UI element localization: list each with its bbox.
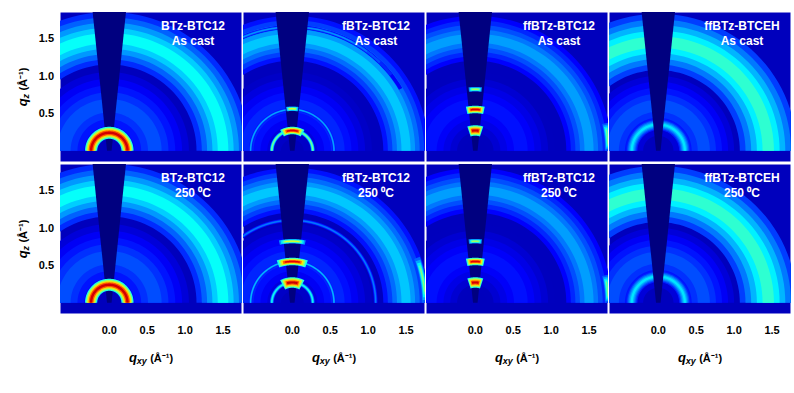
svg-text:250 ⁰C: 250 ⁰C: [358, 186, 394, 200]
svg-text:z: z: [20, 245, 31, 251]
svg-text:0.5: 0.5: [506, 324, 521, 336]
svg-text:xy: xy: [136, 355, 147, 366]
svg-text:1.5: 1.5: [764, 324, 779, 336]
svg-text:q: q: [678, 350, 686, 365]
svg-text:q: q: [15, 250, 30, 258]
svg-text:As cast: As cast: [172, 34, 215, 48]
svg-text:(Å⁻¹): (Å⁻¹): [17, 67, 29, 90]
svg-text:q: q: [495, 350, 503, 365]
svg-text:(Å⁻¹): (Å⁻¹): [17, 219, 29, 242]
svg-text:1.0: 1.0: [543, 324, 558, 336]
svg-text:0.0: 0.0: [285, 324, 300, 336]
svg-text:0.5: 0.5: [39, 107, 54, 119]
svg-text:BTz-BTC12: BTz-BTC12: [161, 171, 225, 185]
svg-text:As cast: As cast: [355, 34, 398, 48]
svg-text:fBTz-BTC12: fBTz-BTC12: [342, 19, 410, 33]
svg-text:1.5: 1.5: [398, 324, 413, 336]
svg-text:0.0: 0.0: [468, 324, 483, 336]
svg-text:0.0: 0.0: [102, 324, 117, 336]
svg-text:z: z: [20, 93, 31, 99]
svg-text:As cast: As cast: [538, 34, 581, 48]
svg-text:250 ⁰C: 250 ⁰C: [724, 186, 760, 200]
svg-text:1.0: 1.0: [39, 70, 54, 82]
svg-text:xy: xy: [319, 355, 330, 366]
svg-text:1.5: 1.5: [39, 184, 54, 196]
svg-text:(Å⁻¹): (Å⁻¹): [516, 352, 539, 364]
svg-text:As cast: As cast: [721, 34, 764, 48]
svg-text:0.5: 0.5: [140, 324, 155, 336]
svg-text:xy: xy: [502, 355, 513, 366]
svg-text:0.5: 0.5: [39, 259, 54, 271]
svg-text:ffBTz-BTCEH: ffBTz-BTCEH: [704, 19, 779, 33]
svg-text:BTz-BTC12: BTz-BTC12: [161, 19, 225, 33]
svg-text:ffBTz-BTCEH: ffBTz-BTCEH: [704, 171, 779, 185]
svg-text:(Å⁻¹): (Å⁻¹): [150, 352, 173, 364]
svg-text:xy: xy: [685, 355, 696, 366]
svg-text:0.5: 0.5: [323, 324, 338, 336]
svg-text:250 ⁰C: 250 ⁰C: [175, 186, 211, 200]
svg-text:1.0: 1.0: [726, 324, 741, 336]
svg-text:ffBTz-BTC12: ffBTz-BTC12: [523, 171, 595, 185]
svg-text:ffBTz-BTC12: ffBTz-BTC12: [523, 19, 595, 33]
svg-text:0.5: 0.5: [689, 324, 704, 336]
svg-text:q: q: [15, 98, 30, 106]
svg-text:q: q: [312, 350, 320, 365]
svg-text:1.0: 1.0: [39, 222, 54, 234]
svg-text:1.0: 1.0: [360, 324, 375, 336]
svg-text:0.0: 0.0: [651, 324, 666, 336]
svg-text:1.5: 1.5: [39, 32, 54, 44]
svg-text:1.5: 1.5: [581, 324, 596, 336]
svg-text:1.5: 1.5: [215, 324, 230, 336]
svg-text:q: q: [129, 350, 137, 365]
svg-text:250 ⁰C: 250 ⁰C: [541, 186, 577, 200]
svg-text:fBTz-BTC12: fBTz-BTC12: [342, 171, 410, 185]
svg-text:(Å⁻¹): (Å⁻¹): [333, 352, 356, 364]
svg-text:(Å⁻¹): (Å⁻¹): [699, 352, 722, 364]
svg-text:1.0: 1.0: [177, 324, 192, 336]
